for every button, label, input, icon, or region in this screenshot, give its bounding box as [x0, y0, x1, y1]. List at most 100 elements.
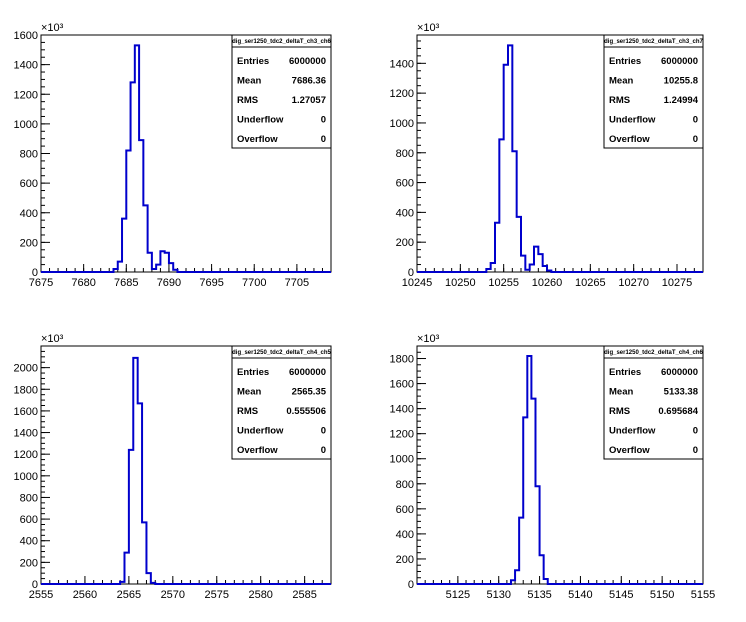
stats-value-entries: 6000000 — [289, 56, 326, 67]
stats-value-overflow: 0 — [693, 134, 698, 145]
y-tick-label: 1400 — [14, 428, 38, 440]
x-tick-label: 7695 — [199, 277, 223, 289]
y-tick-label: 800 — [20, 149, 38, 161]
y-tick-label: 600 — [20, 514, 38, 526]
stats-box — [603, 345, 704, 460]
y-tick-label: 400 — [396, 529, 414, 541]
histogram-line — [417, 355, 703, 585]
histogram-pad-3: 0 200 400 600 800 1000 1200 1400 1600 1800 2000 255… — [14, 333, 332, 601]
stats-label-overflow: Overflow — [609, 134, 650, 145]
stats-value-overflow: 0 — [693, 445, 698, 456]
stats-value-entries: 6000000 — [289, 367, 326, 378]
x-tick-label: 5155 — [691, 589, 715, 601]
y-axis-multiplier: ×10³ — [417, 22, 440, 34]
y-tick-label: 600 — [396, 178, 414, 190]
x-tick-label: 7685 — [114, 277, 138, 289]
stats-box — [231, 345, 332, 460]
x-tick-label: 7675 — [29, 277, 53, 289]
stats-label-underflow: Underflow — [609, 115, 656, 126]
y-axis-multiplier: ×10³ — [41, 333, 64, 345]
stats-label-mean: Mean — [609, 76, 633, 87]
stats-label-entries: Entries — [237, 56, 269, 67]
y-tick-label: 1200 — [14, 449, 38, 461]
y-tick-label: 400 — [396, 207, 414, 219]
y-tick-label: 200 — [396, 554, 414, 566]
stats-label-entries: Entries — [609, 367, 641, 378]
y-tick-label: 1600 — [14, 30, 38, 42]
y-tick-label: 1800 — [390, 354, 414, 366]
x-tick-label: 7705 — [285, 277, 309, 289]
stats-label-underflow: Underflow — [237, 115, 284, 126]
stats-value-entries: 6000000 — [661, 367, 698, 378]
y-tick-label: 600 — [396, 504, 414, 516]
x-tick-label: 2560 — [73, 589, 97, 601]
y-axis-multiplier: ×10³ — [41, 22, 64, 34]
x-tick-label: 7690 — [157, 277, 181, 289]
y-tick-label: 1400 — [14, 60, 38, 72]
stats-box — [231, 34, 332, 149]
x-tick-label: 10275 — [662, 277, 693, 289]
histogram-line — [41, 356, 331, 585]
stats-value-underflow: 0 — [321, 115, 326, 126]
stats-box-title: dig_ser1250_tdc2_deltaT_ch4_ch5 — [232, 350, 331, 356]
y-tick-label: 0 — [408, 579, 414, 591]
stats-value-mean: 7686.36 — [292, 76, 326, 87]
y-tick-label: 600 — [20, 178, 38, 190]
y-axis-multiplier: ×10³ — [417, 333, 440, 345]
stats-value-rms: 0.695684 — [658, 406, 698, 417]
stats-value-overflow: 0 — [321, 134, 326, 145]
x-tick-label: 2585 — [292, 589, 316, 601]
y-tick-label: 1000 — [390, 454, 414, 466]
y-tick-label: 800 — [396, 148, 414, 160]
x-tick-label: 7680 — [71, 277, 95, 289]
x-tick-label: 10245 — [402, 277, 433, 289]
stats-label-underflow: Underflow — [237, 426, 284, 437]
y-tick-label: 200 — [20, 237, 38, 249]
y-tick-label: 1000 — [390, 118, 414, 130]
y-tick-label: 0 — [32, 267, 38, 279]
stats-label-overflow: Overflow — [237, 445, 278, 456]
stats-label-rms: RMS — [609, 95, 630, 106]
x-tick-label: 2575 — [205, 589, 229, 601]
stats-box-title: dig_ser1250_tdc2_deltaT_ch3_ch7 — [604, 39, 703, 45]
histogram-pad-4: 0 200 400 600 800 1000 1200 1400 1600 1800 5125 513… — [390, 333, 716, 601]
y-tick-label: 1200 — [390, 88, 414, 100]
y-tick-label: 0 — [408, 267, 414, 279]
stats-box — [603, 34, 704, 149]
stats-label-rms: RMS — [237, 95, 258, 106]
stats-label-entries: Entries — [237, 367, 269, 378]
x-tick-label: 10265 — [575, 277, 606, 289]
stats-value-overflow: 0 — [321, 445, 326, 456]
stats-box-title: dig_ser1250_tdc2_deltaT_ch4_ch6 — [604, 350, 703, 356]
y-tick-label: 1000 — [14, 471, 38, 483]
stats-value-underflow: 0 — [693, 426, 698, 437]
y-tick-label: 1400 — [390, 58, 414, 70]
y-tick-label: 1200 — [14, 89, 38, 101]
stats-value-underflow: 0 — [321, 426, 326, 437]
y-tick-label: 1400 — [390, 404, 414, 416]
stats-label-entries: Entries — [609, 56, 641, 67]
y-tick-label: 0 — [32, 579, 38, 591]
stats-value-rms: 1.24994 — [664, 95, 699, 106]
x-tick-label: 5135 — [527, 589, 551, 601]
stats-value-rms: 1.27057 — [292, 95, 326, 106]
stats-label-overflow: Overflow — [237, 134, 278, 145]
x-tick-label: 10255 — [488, 277, 519, 289]
y-tick-label: 1200 — [390, 429, 414, 441]
y-tick-label: 400 — [20, 208, 38, 220]
stats-label-mean: Mean — [237, 387, 261, 398]
y-tick-label: 200 — [396, 237, 414, 249]
x-tick-label: 2580 — [248, 589, 272, 601]
x-tick-label: 5150 — [650, 589, 674, 601]
histogram-line — [417, 44, 703, 273]
x-tick-label: 7700 — [242, 277, 266, 289]
y-tick-label: 1800 — [14, 384, 38, 396]
histogram-pad-2: 0 200 400 600 800 1000 1200 1400 10245 10250 10255… — [390, 22, 704, 289]
stats-label-rms: RMS — [609, 406, 630, 417]
y-tick-label: 400 — [20, 536, 38, 548]
stats-label-mean: Mean — [609, 387, 633, 398]
x-tick-label: 10250 — [445, 277, 476, 289]
x-tick-label: 5145 — [609, 589, 633, 601]
stats-value-underflow: 0 — [693, 115, 698, 126]
